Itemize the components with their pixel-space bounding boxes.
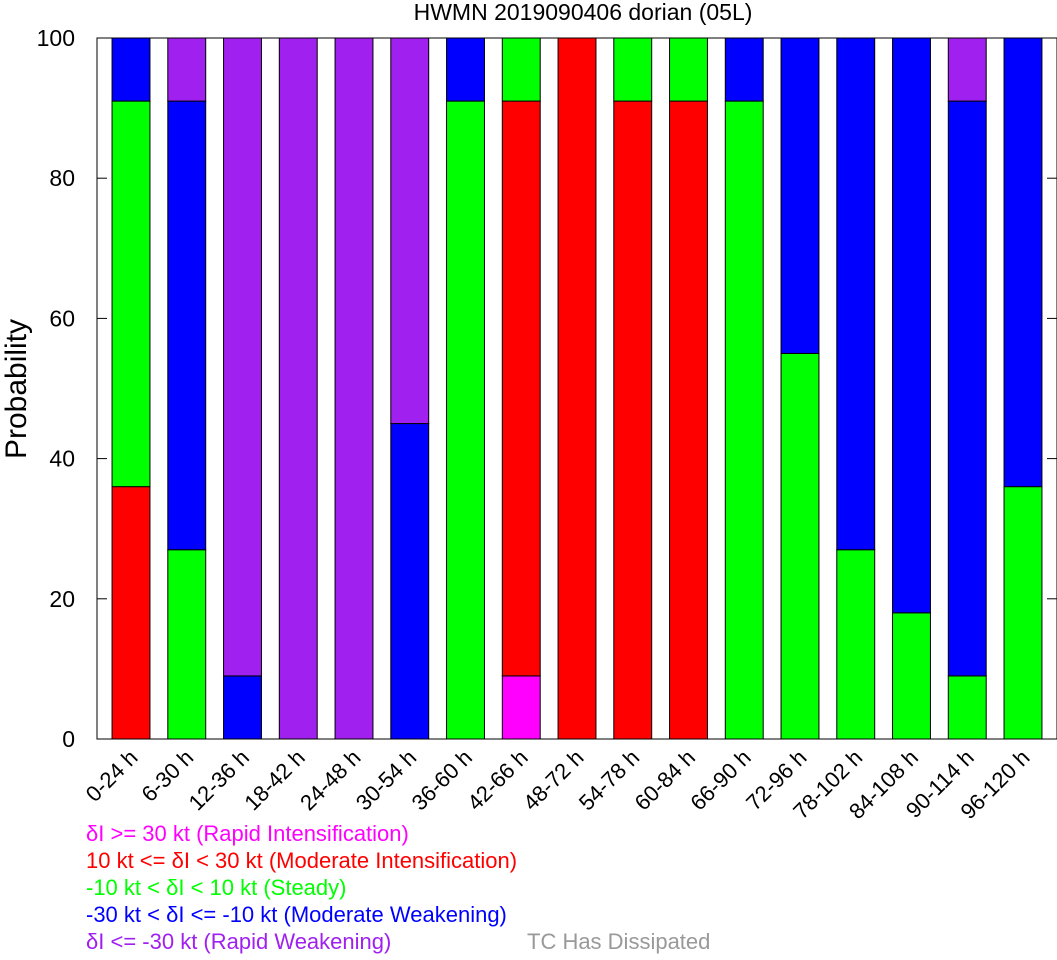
legend-item-rapid-weakening: δI <= -30 kt (Rapid Weakening) <box>86 929 392 954</box>
bar-segment-mw-14 <box>892 37 931 614</box>
x-tick-label-8: 48-72 h <box>518 745 588 815</box>
bars-layer <box>111 37 1043 740</box>
bar-segment-st-1 <box>167 549 207 740</box>
x-tick-label-9: 54-78 h <box>574 745 644 815</box>
bar-segment-mw-5 <box>390 423 430 740</box>
plot-frame <box>96 37 1057 740</box>
bar-segment-mi-8 <box>557 37 597 740</box>
y-tick-label-3: 60 <box>49 305 75 331</box>
y-tick-label-2: 40 <box>49 446 75 472</box>
bar-segment-mw-6 <box>446 37 485 102</box>
bar-segment-st-10 <box>669 37 708 102</box>
x-tick-label-6: 36-60 h <box>407 745 477 815</box>
bar-segment-st-16 <box>1003 486 1043 740</box>
bar-segment-mw-2 <box>223 675 262 740</box>
x-tick-label-11: 66-90 h <box>685 745 755 815</box>
bar-segment-st-7 <box>501 37 541 102</box>
bar-segment-st-11 <box>724 100 764 740</box>
bar-segment-mw-15 <box>947 100 987 677</box>
bar-segment-rw-3 <box>278 37 318 740</box>
bar-segment-st-6 <box>446 100 485 740</box>
legend-item-steady: -10 kt < δI < 10 kt (Steady) <box>86 875 347 900</box>
bar-segment-st-15 <box>947 675 987 740</box>
bar-segment-rw-4 <box>334 37 374 740</box>
chart-title: HWMN 2019090406 dorian (05L) <box>414 0 753 25</box>
bar-segment-ri-7 <box>501 675 541 740</box>
y-tick-label-5: 100 <box>37 25 75 51</box>
x-tick-label-3: 18-42 h <box>239 745 309 815</box>
legend-item-dissipated: TC Has Dissipated <box>527 929 711 954</box>
y-tick-label-0: 0 <box>62 726 75 752</box>
bar-segment-mw-16 <box>1003 37 1043 488</box>
bar-segment-rw-15 <box>947 37 987 102</box>
x-tick-label-5: 30-54 h <box>351 745 421 815</box>
bar-segment-mw-13 <box>836 37 876 551</box>
bar-segment-mi-10 <box>669 100 708 740</box>
bar-segment-rw-1 <box>167 37 207 102</box>
bar-segment-st-12 <box>780 352 820 740</box>
y-tick-label-4: 80 <box>49 165 75 191</box>
bar-segment-mw-12 <box>780 37 820 354</box>
legend-item-moderate-intensification: 10 kt <= δI < 30 kt (Moderate Intensific… <box>86 848 518 873</box>
bar-segment-rw-5 <box>390 37 430 425</box>
x-tick-label-10: 60-84 h <box>630 745 700 815</box>
bar-segment-rw-2 <box>223 37 262 677</box>
y-tick-label-1: 20 <box>49 586 75 612</box>
bar-segment-mw-11 <box>724 37 764 102</box>
bar-segment-mw-1 <box>167 100 207 551</box>
legend-item-moderate-weakening: -30 kt < δI <= -10 kt (Moderate Weakenin… <box>86 902 507 927</box>
bar-segment-st-0 <box>111 100 151 488</box>
x-tick-label-2: 12-36 h <box>184 745 254 815</box>
x-tick-label-0: 0-24 h <box>81 745 143 807</box>
bar-segment-st-13 <box>836 549 876 740</box>
bar-segment-mi-7 <box>501 100 541 677</box>
bar-segment-mw-0 <box>111 37 151 102</box>
bar-segment-st-9 <box>613 37 653 102</box>
bar-segment-mi-9 <box>613 100 653 740</box>
legend-item-rapid-intensification: δI >= 30 kt (Rapid Intensification) <box>86 821 409 846</box>
x-tick-label-4: 24-48 h <box>295 745 365 815</box>
y-axis-label: Probability <box>0 319 33 459</box>
bar-segment-mi-0 <box>111 486 151 740</box>
bar-segment-st-14 <box>892 612 931 740</box>
legend: δI >= 30 kt (Rapid Intensification) 10 k… <box>86 820 517 955</box>
x-tick-label-7: 42-66 h <box>462 745 532 815</box>
